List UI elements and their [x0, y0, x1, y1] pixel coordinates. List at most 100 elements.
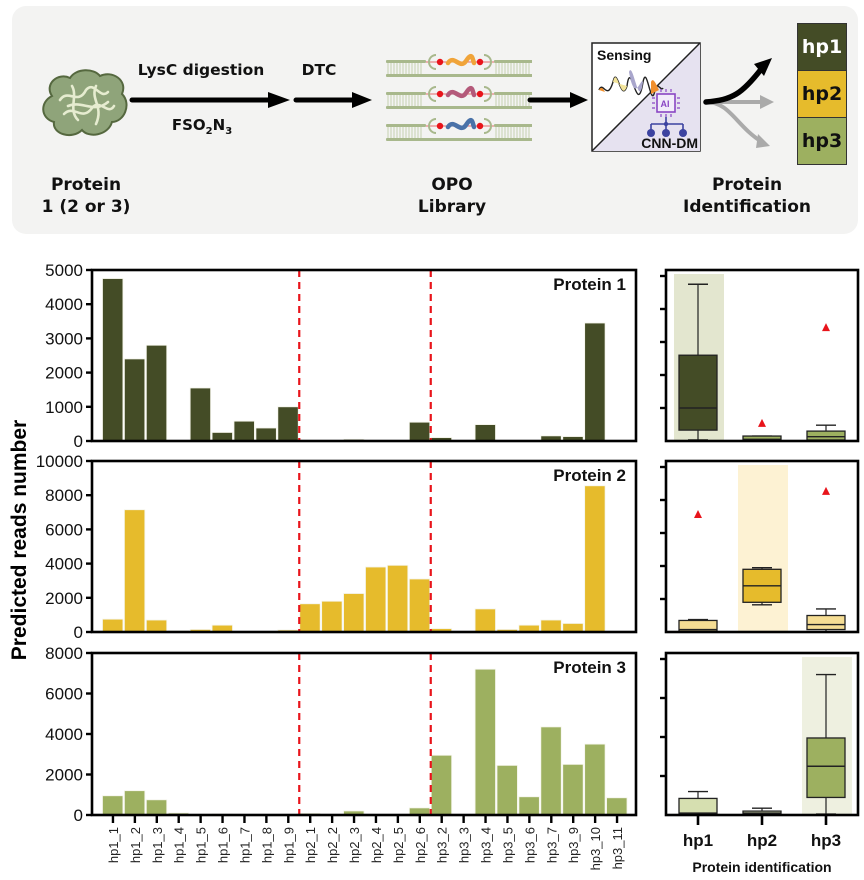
bar-hp3_11	[606, 797, 628, 816]
library-label-line1: OPO	[431, 175, 473, 195]
dtc-label: DTC	[301, 61, 337, 79]
x-tick-label: hp2	[747, 831, 777, 850]
box-hp3	[806, 486, 846, 633]
fso2n3-mid: N	[212, 116, 226, 134]
box-hp2	[742, 566, 782, 606]
x-tick-label: hp1_5	[194, 827, 209, 863]
x-tick-label: hp2_2	[325, 827, 340, 863]
y-tick-label: 8000	[45, 644, 83, 663]
x-tick-label: hp2_5	[391, 827, 406, 863]
opo-library-icon	[386, 53, 532, 141]
y-tick-label: 10000	[36, 452, 83, 471]
y-tick-label: 6000	[45, 520, 83, 539]
box-iqr	[806, 614, 846, 631]
x-axis-label: Protein identification	[692, 859, 831, 875]
bar-hp2_1	[299, 603, 321, 633]
bar-hp2_5	[387, 564, 409, 633]
x-tick-label: hp3_7	[544, 827, 559, 863]
protein-blob-icon	[42, 69, 128, 137]
y-tick-label: 2000	[45, 766, 83, 785]
bar-hp1_2	[124, 509, 146, 633]
box-hp2	[742, 418, 782, 442]
y-tick-label: 0	[74, 806, 83, 825]
x-tick-label: hp1_2	[128, 827, 143, 863]
output-arrows-icon	[703, 58, 774, 148]
bar-hp3_7	[540, 619, 562, 633]
x-tick-label: hp3_9	[566, 827, 581, 863]
identification-label: Protein Identification	[672, 174, 822, 218]
x-tick-label: hp1_4	[172, 827, 187, 863]
box-hp3	[806, 673, 846, 815]
library-label: OPO Library	[392, 174, 512, 218]
ai-chip-text: AI	[661, 99, 670, 109]
bar-hp2_3	[343, 593, 365, 633]
identification-line1: Protein	[711, 175, 783, 195]
bar-hp1_1	[102, 618, 124, 633]
y-tick-label: 5000	[45, 261, 83, 280]
bar-hp3_9	[562, 763, 584, 816]
sensing-label: Sensing	[597, 47, 651, 63]
y-tick-label: 2000	[45, 589, 83, 608]
bar-hp3_5	[496, 764, 518, 816]
bar-hp1_9	[277, 406, 299, 442]
x-tick-label: hp3	[811, 831, 841, 850]
y-axis-label: Predicted reads number	[8, 420, 31, 660]
bar-hp2_6	[408, 578, 431, 633]
x-tick-label: hp3_10	[588, 827, 603, 870]
library-strand	[386, 53, 532, 77]
plot-frame	[90, 459, 638, 634]
workflow-scheme: Protein 1 (2 or 3) LysC digestion FSO2N3…	[12, 6, 858, 234]
library-strand	[386, 117, 532, 141]
fso2n3-sub2: 3	[225, 126, 233, 137]
x-tick-label: hp2_3	[347, 827, 362, 863]
outlier-marker	[694, 510, 702, 519]
box-iqr	[678, 797, 718, 815]
ai-chip-icon: AI	[652, 89, 680, 117]
panel-title: Protein 1	[553, 275, 626, 294]
bar-panel-3: 0 2000 4000 6000 8000 Protein 3 hp1_1 hp1_2 hp1_…	[45, 644, 638, 870]
box-hp1	[678, 510, 718, 633]
signal-wave-icon	[598, 70, 664, 97]
x-tick-label: hp1_9	[281, 827, 296, 863]
box-iqr	[806, 737, 846, 799]
bar-hp1_3	[145, 619, 168, 633]
y-tick-label: 4000	[45, 725, 83, 744]
bar-hp3_7	[540, 726, 562, 816]
outlier-marker	[822, 323, 830, 332]
panel-title: Protein 3	[553, 658, 626, 677]
sensing-cnn-box: Sensing AI CNN-DM	[591, 42, 701, 152]
plot-frame	[664, 459, 860, 634]
x-tick-label: hp1_3	[150, 827, 165, 863]
arrow-step3-icon	[527, 92, 588, 108]
y-tick-label: 0	[74, 623, 83, 642]
cnn-dm-label: CNN-DM	[641, 135, 698, 151]
lysc-digestion-label: LysC digestion	[137, 61, 265, 79]
x-tick-label: hp3_2	[435, 827, 450, 863]
bar-hp2_4	[365, 566, 387, 633]
protein-label: Protein 1 (2 or 3)	[24, 174, 148, 218]
fso2n3-base: FSO	[171, 116, 206, 134]
plot-frame	[90, 268, 638, 443]
bar-hp3_4	[474, 608, 496, 633]
arrow-step2-icon	[293, 92, 372, 108]
bar-hp3_10	[584, 485, 606, 633]
y-tick-label: 4000	[45, 555, 83, 574]
bar-hp3_4	[474, 424, 496, 442]
x-tick-label: hp1_1	[106, 827, 121, 863]
bar-hp3_10	[584, 322, 606, 442]
box-iqr	[678, 354, 718, 431]
bar-hp1_1	[102, 278, 124, 442]
x-tick-label: hp2_1	[303, 827, 318, 863]
x-tick-label: hp1_6	[216, 827, 231, 863]
box-hp1	[678, 790, 718, 816]
plot-frame	[664, 268, 860, 443]
protein-output-stack: hp1 hp2 hp3	[797, 23, 847, 165]
bar-hp1_3	[145, 799, 168, 816]
x-tick-label: hp2_4	[369, 827, 384, 863]
library-strand	[386, 85, 532, 109]
box-hp3	[806, 323, 846, 442]
outlier-marker	[758, 418, 766, 427]
output-hp2: hp2	[797, 71, 847, 118]
outlier-marker	[822, 486, 830, 495]
